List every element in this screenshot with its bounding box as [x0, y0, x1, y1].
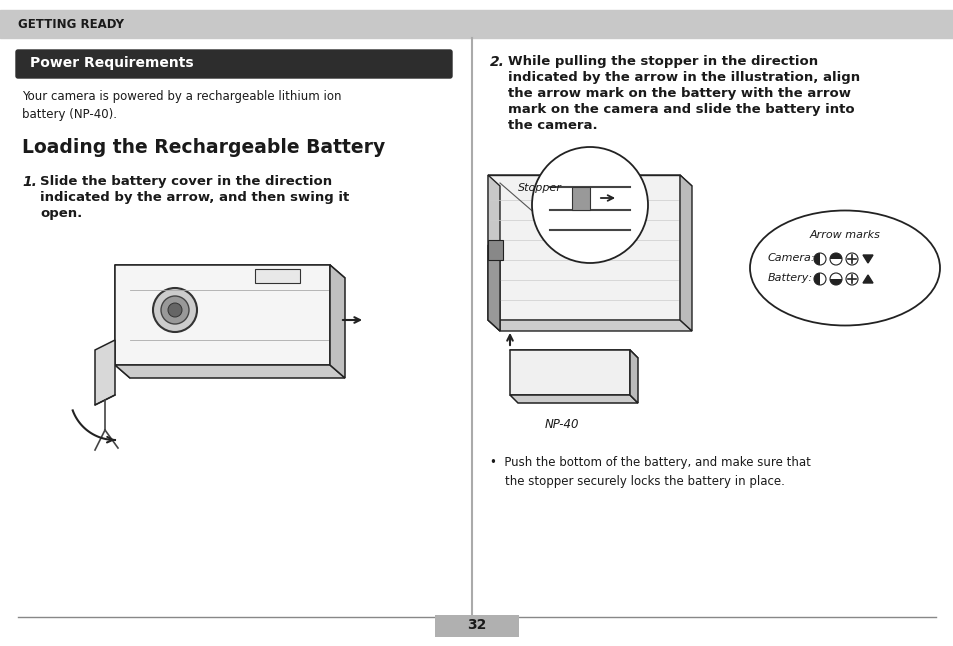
Text: Stopper: Stopper — [517, 183, 561, 193]
Polygon shape — [115, 265, 330, 365]
Polygon shape — [488, 245, 499, 331]
Wedge shape — [813, 253, 820, 265]
Text: indicated by the arrow, and then swing it: indicated by the arrow, and then swing i… — [40, 191, 349, 204]
Circle shape — [168, 303, 182, 317]
Circle shape — [829, 273, 841, 285]
Polygon shape — [510, 395, 638, 403]
Circle shape — [829, 253, 841, 265]
Polygon shape — [115, 265, 345, 278]
Text: Power Requirements: Power Requirements — [30, 56, 193, 70]
Polygon shape — [862, 255, 872, 263]
Wedge shape — [829, 279, 841, 285]
Polygon shape — [862, 275, 872, 283]
Bar — [254, 269, 299, 283]
Text: Slide the battery cover in the direction: Slide the battery cover in the direction — [40, 175, 332, 188]
Polygon shape — [488, 175, 499, 331]
Polygon shape — [488, 320, 691, 331]
Text: mark on the camera and slide the battery into: mark on the camera and slide the battery… — [507, 103, 854, 116]
Wedge shape — [813, 273, 820, 285]
Polygon shape — [95, 340, 115, 405]
Circle shape — [813, 273, 825, 285]
Text: GETTING READY: GETTING READY — [18, 17, 124, 30]
Bar — [435, 615, 518, 637]
Circle shape — [845, 253, 857, 265]
Text: Loading the Rechargeable Battery: Loading the Rechargeable Battery — [22, 138, 385, 157]
Circle shape — [161, 296, 189, 324]
Text: NP-40: NP-40 — [544, 418, 578, 431]
Polygon shape — [679, 175, 691, 331]
Text: Camera:: Camera: — [767, 253, 815, 263]
Polygon shape — [510, 350, 638, 358]
Bar — [488, 240, 502, 260]
Circle shape — [152, 288, 196, 332]
Text: 2.: 2. — [490, 55, 504, 69]
Text: the camera.: the camera. — [507, 119, 597, 132]
Text: Arrow marks: Arrow marks — [809, 230, 880, 240]
Bar — [572, 187, 589, 210]
Text: 32: 32 — [467, 618, 486, 632]
Text: 1.: 1. — [22, 175, 37, 189]
Polygon shape — [488, 175, 691, 186]
Text: •  Push the bottom of the battery, and make sure that
    the stopper securely l: • Push the bottom of the battery, and ma… — [490, 456, 810, 488]
Polygon shape — [629, 350, 638, 403]
Circle shape — [813, 253, 825, 265]
Polygon shape — [330, 265, 345, 378]
Text: the arrow mark on the battery with the arrow: the arrow mark on the battery with the a… — [507, 87, 850, 100]
Text: Your camera is powered by a rechargeable lithium ion
battery (NP-40).: Your camera is powered by a rechargeable… — [22, 90, 341, 121]
FancyBboxPatch shape — [16, 50, 452, 78]
Polygon shape — [510, 350, 629, 395]
Circle shape — [845, 273, 857, 285]
Polygon shape — [115, 365, 345, 378]
Bar — [0, 10, 953, 38]
Text: indicated by the arrow in the illustration, align: indicated by the arrow in the illustrati… — [507, 71, 860, 84]
Polygon shape — [115, 265, 130, 378]
Text: open.: open. — [40, 207, 82, 220]
Text: While pulling the stopper in the direction: While pulling the stopper in the directi… — [507, 55, 818, 68]
Ellipse shape — [749, 211, 939, 326]
Circle shape — [532, 147, 647, 263]
Polygon shape — [488, 175, 679, 320]
Wedge shape — [829, 253, 841, 259]
Text: Battery:: Battery: — [767, 273, 812, 283]
